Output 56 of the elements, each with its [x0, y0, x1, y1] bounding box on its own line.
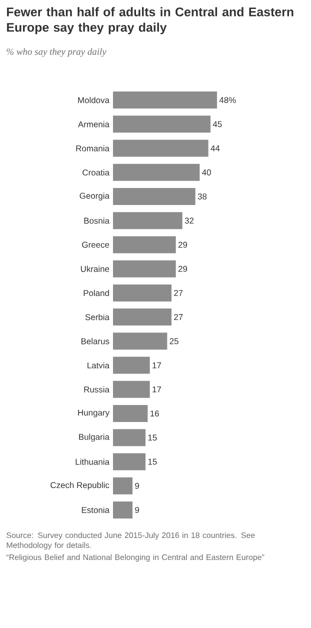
bar — [113, 477, 132, 494]
bar — [113, 405, 148, 422]
data-label: 29 — [178, 242, 188, 248]
bar — [113, 164, 200, 181]
bar — [113, 284, 172, 302]
y-tick-label: Greece — [82, 242, 110, 248]
y-tick-label: Russia — [84, 386, 110, 392]
data-label: 48% — [219, 97, 236, 104]
bar — [113, 356, 150, 374]
y-tick-label: Bosnia — [84, 217, 110, 224]
bar — [113, 140, 208, 157]
chart-subtitle: % who say they pray daily — [6, 48, 106, 57]
data-label: 32 — [184, 218, 194, 224]
y-tick-label: Poland — [84, 290, 109, 296]
data-label: 17 — [152, 362, 162, 368]
data-label: 15 — [148, 434, 157, 441]
data-label: 16 — [150, 410, 159, 416]
data-label: 38 — [198, 194, 207, 200]
bar — [113, 308, 172, 326]
y-tick-label: Serbia — [85, 314, 110, 320]
data-label: 15 — [148, 458, 157, 465]
y-tick-label: Hungary — [78, 410, 110, 418]
bar — [113, 116, 210, 133]
y-tick-label: Latvia — [88, 362, 110, 368]
bar — [113, 212, 182, 230]
y-tick-label: Ukraine — [80, 266, 110, 272]
bar — [113, 429, 146, 446]
y-tick-label: Lithuania — [76, 458, 110, 465]
bar — [113, 92, 217, 109]
data-label: 9 — [135, 482, 140, 489]
bar — [113, 236, 176, 254]
y-tick-label: Croatia — [82, 169, 110, 176]
y-tick-label: Romania — [76, 145, 110, 152]
y-tick-label: Estonia — [82, 506, 110, 514]
data-label: 25 — [170, 338, 178, 344]
data-label: 27 — [174, 314, 183, 320]
bar — [113, 188, 196, 205]
bar — [113, 453, 146, 470]
chart-title: Fewer than half of adults in Central and Eastern Europe say they pray daily — [7, 7, 294, 34]
y-tick-label: Armenia — [78, 121, 110, 128]
data-label: 45 — [212, 121, 222, 128]
y-tick-label: Czech Republic — [50, 482, 110, 490]
data-label: 44 — [210, 145, 220, 152]
y-tick-label: Bulgaria — [79, 434, 110, 442]
bar — [113, 501, 132, 518]
y-tick-label: Moldova — [78, 96, 110, 104]
data-label: 27 — [174, 290, 183, 296]
data-label: 40 — [202, 169, 211, 176]
bar — [113, 332, 168, 350]
y-tick-label: Georgia — [80, 192, 110, 200]
y-tick-label: Belarus — [81, 338, 110, 344]
data-label: 17 — [152, 386, 162, 392]
data-label: 9 — [135, 506, 140, 513]
data-label: 29 — [178, 266, 188, 272]
bar — [113, 380, 150, 398]
bar — [113, 260, 176, 278]
